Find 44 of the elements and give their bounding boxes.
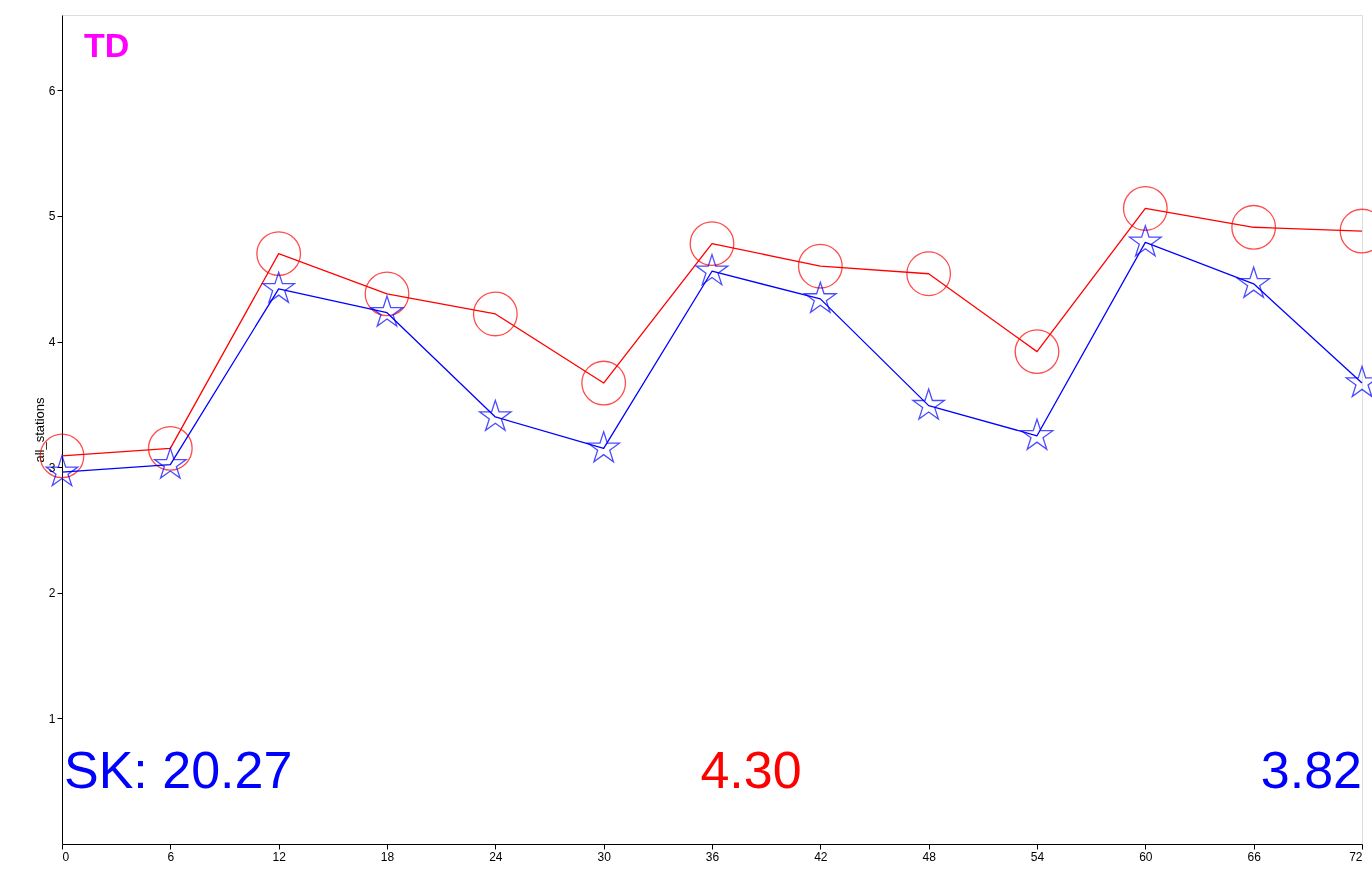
point (472, 291, 518, 337)
point (1231, 204, 1277, 250)
x-tick-label: 12 (272, 849, 287, 864)
x-tick-label: 6 (167, 849, 175, 864)
point (587, 431, 621, 463)
x-tick-label: 24 (489, 849, 503, 864)
point (1014, 329, 1060, 375)
annotation: SK: 20.27 (64, 741, 293, 799)
point (906, 251, 952, 297)
y-axis-title: all_stations (31, 396, 47, 463)
x-tick-label: 0 (62, 849, 70, 864)
annotation: 3.82 (1260, 741, 1362, 799)
point (581, 360, 627, 406)
annotation: 4.30 (700, 741, 802, 799)
x-tick-label: 18 (380, 849, 395, 864)
point (1122, 186, 1168, 231)
x-tick-label: 72 (1349, 849, 1363, 864)
y-tick-label: 6 (48, 83, 56, 98)
point (912, 388, 946, 420)
x-tick-label: 54 (1030, 849, 1045, 864)
point (803, 281, 837, 313)
point (262, 271, 296, 303)
point (797, 243, 843, 289)
x-tick-label: 66 (1247, 849, 1262, 864)
y-tick-label: 5 (48, 209, 56, 224)
x-tick-label: 48 (922, 849, 937, 864)
x-tick-label: 30 (597, 849, 612, 864)
point (1237, 266, 1271, 298)
point (689, 221, 735, 266)
point (1128, 225, 1162, 257)
y-tick-label: 4 (48, 335, 56, 350)
point (256, 231, 302, 277)
x-tick-label: 42 (814, 849, 828, 864)
x-tick-label: 60 (1139, 849, 1153, 864)
point (478, 399, 512, 432)
chart-title: TD (84, 26, 130, 64)
point (1020, 418, 1054, 450)
y-tick-label: 2 (48, 586, 56, 601)
point (147, 425, 193, 471)
point (364, 271, 410, 317)
y-tick-label: 1 (48, 711, 56, 726)
x-tick-label: 36 (705, 849, 720, 864)
y-tick-label: 3 (48, 460, 56, 475)
point (695, 254, 729, 286)
